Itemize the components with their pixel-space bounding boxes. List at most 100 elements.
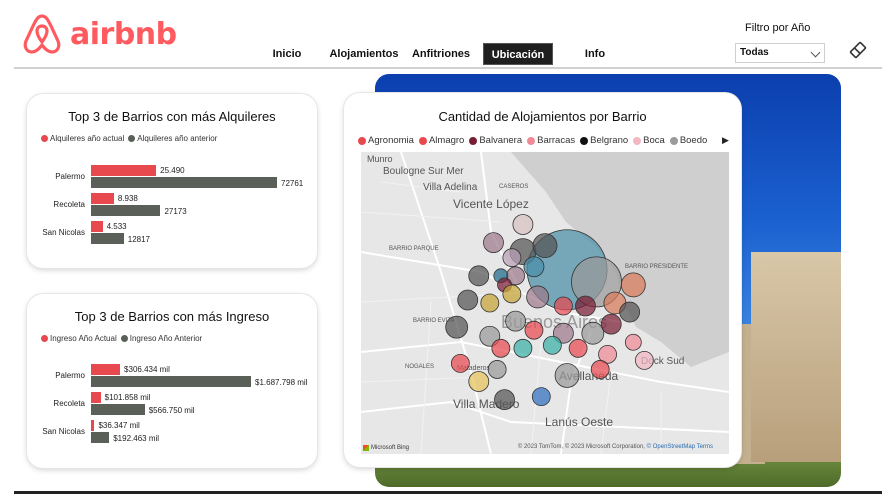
map-bubble[interactable]	[502, 284, 522, 304]
bar-previous-value: 12817	[127, 235, 150, 244]
map-bubble[interactable]	[581, 321, 605, 345]
legend-dot	[418, 136, 427, 145]
map-bubble[interactable]	[531, 387, 551, 407]
bar-current[interactable]	[91, 165, 157, 176]
legend-item[interactable]: Ingreso Año Anterior	[120, 334, 202, 343]
bar-previous[interactable]	[91, 233, 124, 244]
map-bubble[interactable]	[524, 320, 544, 340]
terms-link[interactable]: Terms	[696, 444, 713, 450]
map-bubble[interactable]	[487, 360, 507, 379]
nav-info[interactable]: Info	[584, 48, 606, 60]
map-bubble[interactable]	[554, 363, 580, 388]
map-bubble[interactable]	[505, 310, 526, 332]
bar-current[interactable]	[91, 392, 101, 403]
openstreetmap-link[interactable]: © OpenStreetMap	[646, 444, 696, 450]
top-rentals-title: Top 3 de Barrios con más Alquileres	[68, 109, 276, 124]
map-bubble[interactable]	[598, 344, 617, 364]
map-bubble[interactable]	[502, 248, 522, 268]
bar-current-value: 8.938	[117, 194, 138, 203]
map-bubble[interactable]	[590, 360, 610, 379]
map-bubble[interactable]	[634, 350, 654, 370]
legend-label: Almagro	[428, 135, 465, 146]
top-income-legend: Ingreso Año Actual Ingreso Año Anterior	[41, 334, 206, 343]
bar-current-value: 4.533	[106, 222, 127, 231]
map-bubble[interactable]	[553, 296, 573, 316]
bar-current-value: $306.434 mil	[124, 365, 170, 374]
bar-previous[interactable]	[91, 177, 277, 188]
map-bubble[interactable]	[532, 233, 558, 259]
map-canvas[interactable]: Boulogne Sur Mer Villa Adelina Vicente Lóp…	[361, 152, 729, 454]
map-bubble[interactable]	[526, 285, 550, 309]
legend-label: Boca	[643, 135, 665, 146]
map-bubble[interactable]	[624, 333, 642, 351]
top-navigation: Inicio Alojamientos Anfitriones Ubicació…	[0, 43, 885, 65]
bar-category-label: Recoleta	[53, 399, 85, 408]
bar-current[interactable]	[91, 221, 103, 232]
bar-previous[interactable]	[91, 376, 251, 387]
map-bubble[interactable]	[480, 293, 500, 313]
map-place-label: Munro	[367, 154, 393, 164]
nav-ubicacion[interactable]: Ubicación	[483, 43, 553, 65]
nav-inicio[interactable]: Inicio	[272, 48, 302, 60]
map-legend-item[interactable]: Boedo	[669, 135, 708, 146]
map-bubble[interactable]	[620, 272, 646, 298]
map-legend-item[interactable]: Boca	[633, 135, 665, 146]
nav-anfitriones[interactable]: Anfitriones	[411, 48, 471, 60]
legend-dot	[469, 136, 478, 145]
legend-item[interactable]: Ingreso Año Actual	[41, 334, 117, 343]
legend-dot	[120, 335, 128, 342]
airbnb-logo: airbnb	[20, 12, 177, 56]
legend-label: Alquileres año actual	[50, 134, 125, 143]
bar-previous[interactable]	[91, 205, 161, 216]
map-bubble[interactable]	[483, 232, 504, 253]
legend-next-arrow-icon[interactable]: ▶	[722, 135, 729, 145]
bar-current[interactable]	[91, 420, 95, 431]
map-legend-item[interactable]: Balvanera	[469, 135, 522, 146]
legend-dot	[580, 136, 589, 145]
map-bubble[interactable]	[512, 214, 534, 235]
map-bubble[interactable]	[523, 256, 545, 278]
microsoft-logo-icon	[363, 445, 369, 451]
map-legend-item[interactable]: Barracas	[527, 135, 575, 146]
river-water	[511, 152, 729, 367]
year-filter-dropdown[interactable]: Todas	[735, 43, 825, 63]
map-bubble[interactable]	[619, 301, 641, 323]
map-place-label: Lanús Oeste	[545, 415, 613, 429]
copyright-text: © 2023 TomTom, © 2023 Microsoft Corporat…	[517, 444, 645, 450]
legend-dot	[128, 135, 136, 142]
map-legend-item[interactable]: Agronomia	[358, 135, 414, 146]
bar-category-label: Palermo	[55, 172, 85, 181]
map-bubble[interactable]	[494, 389, 515, 411]
legend-item[interactable]: Alquileres año anterior	[128, 134, 217, 143]
bar-current[interactable]	[91, 364, 121, 375]
map-bubble[interactable]	[542, 335, 562, 355]
map-bubble[interactable]	[457, 289, 479, 311]
legend-label: Boedo	[679, 135, 708, 146]
map-place-label: CASEROS	[499, 184, 528, 190]
legend-dot	[41, 335, 48, 342]
bar-previous-value: $192.463 mil	[113, 434, 160, 443]
legend-item[interactable]: Alquileres año actual	[41, 134, 124, 143]
map-place-label: BARRIO PRESIDENTE	[625, 264, 688, 270]
bar-previous-value: 27173	[164, 207, 187, 216]
bar-current[interactable]	[91, 193, 114, 204]
eraser-icon[interactable]	[848, 40, 868, 60]
map-bubble[interactable]	[468, 371, 490, 392]
legend-label: Belgrano	[590, 135, 629, 146]
bar-previous[interactable]	[91, 404, 145, 415]
nav-alojamientos[interactable]: Alojamientos	[329, 48, 399, 60]
bar-previous[interactable]	[91, 432, 110, 443]
map-bubble[interactable]	[513, 338, 533, 358]
map-bubble[interactable]	[491, 338, 511, 358]
map-title: Cantidad de Alojamientos por Barrio	[438, 109, 647, 124]
map-bubble[interactable]	[568, 338, 588, 358]
map-bubble[interactable]	[575, 295, 596, 317]
map-bubble[interactable]	[445, 315, 469, 339]
bubble-map[interactable]: Boulogne Sur Mer Villa Adelina Vicente Lóp…	[361, 152, 729, 454]
map-legend-item[interactable]: Almagro	[418, 135, 465, 146]
map-bubble[interactable]	[450, 353, 470, 373]
map-bubble[interactable]	[468, 265, 490, 287]
brand-name: airbnb	[70, 16, 177, 52]
map-bubble[interactable]	[600, 313, 622, 335]
map-legend-item[interactable]: Belgrano	[580, 135, 628, 146]
